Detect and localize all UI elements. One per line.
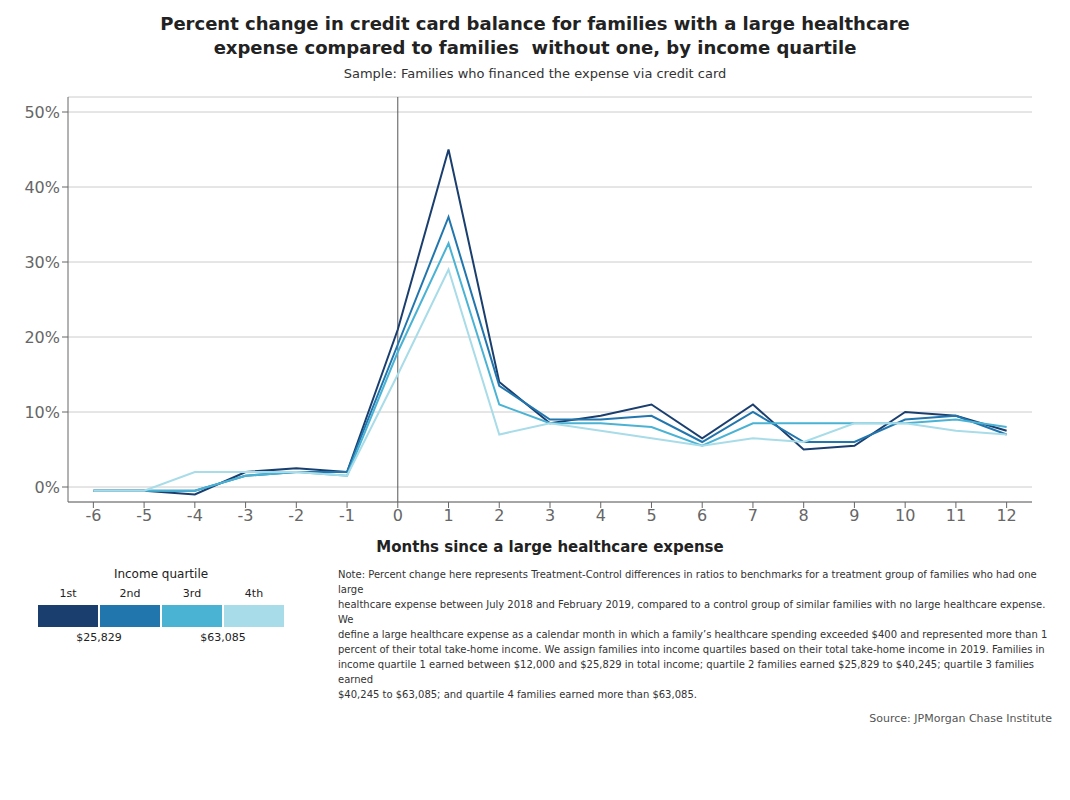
svg-text:8: 8	[799, 506, 809, 525]
svg-text:0%: 0%	[35, 478, 60, 497]
html-text:$25,829: $25,829	[76, 631, 122, 644]
svg-text:20%: 20%	[24, 328, 60, 347]
svg-text:1: 1	[443, 506, 453, 525]
svg-text:-6: -6	[85, 506, 101, 525]
svg-text:-1: -1	[339, 506, 355, 525]
html-text:1st: 1st	[59, 587, 77, 600]
html-text:4th: 4th	[244, 587, 264, 600]
svg-text:4: 4	[596, 506, 606, 525]
svg-text:0: 0	[393, 506, 403, 525]
svg-text:2: 2	[494, 506, 504, 525]
svg-text:50%: 50%	[24, 103, 60, 122]
html-text:3rd: 3rd	[182, 587, 202, 600]
svg-text:7: 7	[748, 506, 758, 525]
svg-text:6: 6	[697, 506, 707, 525]
html-text:$63,085: $63,085	[200, 631, 246, 644]
svg-text:9: 9	[849, 506, 859, 525]
html-text:2nd: 2nd	[119, 587, 141, 600]
svg-text:-5: -5	[136, 506, 152, 525]
svg-text:10%: 10%	[24, 403, 60, 422]
html-text:income quartile 1 earned betwe: income quartile 1 earned between $12,000…	[338, 659, 1035, 685]
html-text:healthcare expense between Jul: healthcare expense between July 2018 and…	[338, 599, 1046, 625]
svg-text:5: 5	[646, 506, 656, 525]
html-text:define a large healthcare expe: define a large healthcare expense as a c…	[338, 629, 1048, 640]
svg-text:11: 11	[946, 506, 966, 525]
svg-text:30%: 30%	[24, 253, 60, 272]
svg-text:12: 12	[996, 506, 1016, 525]
html-text:Source: JPMorgan Chase Institu: Source: JPMorgan Chase Institute	[869, 712, 1052, 725]
svg-text:10: 10	[895, 506, 915, 525]
html-text:Sample: Families who financed: Sample: Families who financed the expens…	[343, 66, 727, 81]
html-text:Percent change in credit card: Percent change in credit card balance fo…	[160, 13, 910, 34]
svg-text:-3: -3	[238, 506, 254, 525]
html-text:expense compared to families w: expense compared to families without one…	[213, 37, 857, 58]
svg-text:Months since a large healthcar: Months since a large healthcare expense	[376, 538, 723, 556]
svg-text:-2: -2	[288, 506, 304, 525]
html-text:Income quartile: Income quartile	[113, 567, 209, 581]
svg-text:3: 3	[545, 506, 555, 525]
svg-text:40%: 40%	[24, 178, 60, 197]
html-text:$40,245 to $63,085; and quarti: $40,245 to $63,085; and quartile 4 famil…	[338, 689, 697, 700]
svg-text:-4: -4	[187, 506, 203, 525]
html-text:Note: Percent change here repr: Note: Percent change here represents Tre…	[338, 569, 1037, 595]
html-text:percent of their total take-ho: percent of their total take-home income.…	[338, 644, 1045, 655]
